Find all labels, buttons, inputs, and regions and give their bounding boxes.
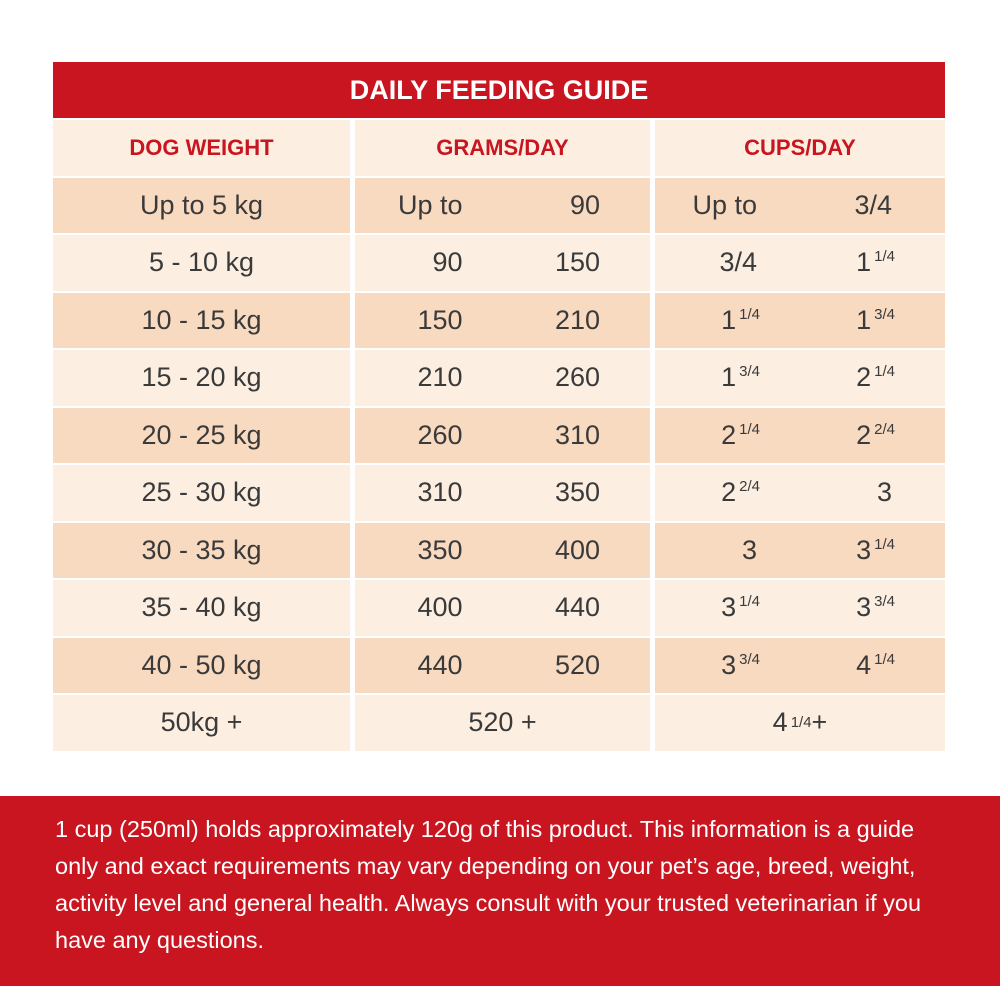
table-title: DAILY FEEDING GUIDE [53,62,945,118]
cups-from: 3/4 [719,247,757,278]
table-row: 20 - 25 kg 260 310 2 1/4 2 2/4 [53,405,945,463]
cups-cell: 2 2/4 3 [655,463,945,521]
grams-to: 90 [569,189,600,220]
grams-cell: Up to 90 [355,175,655,233]
table-row: 35 - 40 kg 400 440 3 1/4 3 3/4 [53,578,945,636]
cups-cell: 1 3/4 2 1/4 [655,348,945,406]
grams-cell: 350 400 [355,520,655,578]
table-row: 40 - 50 kg 440 520 3 3/4 4 1/4 [53,635,945,693]
weight-cell: 20 - 25 kg [53,405,355,463]
cups-from: 3 3/4 [721,649,760,680]
cups-from: 2 1/4 [721,419,760,450]
column-header-dog-weight: DOG WEIGHT [53,118,355,176]
grams-from: 90 [432,247,463,278]
cups-to: 1 3/4 [856,304,895,335]
table-row-last: 50kg + 520 + 4 1/4 + [53,693,945,751]
cups-to: 3 3/4 [856,592,895,623]
grams-from: 440 [417,649,463,680]
weight-cell: 10 - 15 kg [53,290,355,348]
table-row: Up to 5 kg Up to 90 Up to 3/4 [53,175,945,233]
cups-to: 2 2/4 [856,419,895,450]
grams-from: 150 [417,304,463,335]
cups-to: 4 1/4 [856,649,895,680]
cups-cell: 3 1/4 3 3/4 [655,578,945,636]
grams-to: 260 [554,362,600,393]
grams-cell: 310 350 [355,463,655,521]
grams-cell: 520 + [355,693,655,751]
cups-to: 2 1/4 [856,362,895,393]
grams-from: 310 [417,477,463,508]
table-row: 25 - 30 kg 310 350 2 2/4 3 [53,463,945,521]
weight-cell: 50kg + [53,693,355,751]
grams-cell: 260 310 [355,405,655,463]
cups-from: 2 2/4 [721,477,760,508]
weight-cell: 25 - 30 kg [53,463,355,521]
grams-to: 210 [554,304,600,335]
cups-cell: 3 3/4 4 1/4 [655,635,945,693]
weight-cell: 35 - 40 kg [53,578,355,636]
cups-to: 3 [876,477,892,508]
cups-cell: 2 1/4 2 2/4 [655,405,945,463]
column-header-grams-per-day: GRAMS/DAY [355,118,655,176]
cups-cell: Up to 3/4 [655,175,945,233]
cups-from: 3 [741,534,757,565]
grams-cell: 210 260 [355,348,655,406]
cups-to: 3/4 [854,189,892,220]
cups-from: 3 1/4 [721,592,760,623]
cups-cell: 3 3 1/4 [655,520,945,578]
cups-to: 1 1/4 [856,247,895,278]
grams-from: Up to [397,189,463,220]
weight-cell: 15 - 20 kg [53,348,355,406]
weight-cell: Up to 5 kg [53,175,355,233]
grams-cell: 90 150 [355,233,655,291]
column-header-row: DOG WEIGHT GRAMS/DAY CUPS/DAY [53,118,945,176]
table-row: 30 - 35 kg 350 400 3 3 1/4 [53,520,945,578]
table-row: 10 - 15 kg 150 210 1 1/4 1 3/4 [53,290,945,348]
grams-to: 150 [554,247,600,278]
cups-cell: 1 1/4 1 3/4 [655,290,945,348]
cups-to: 3 1/4 [856,534,895,565]
table-row: 15 - 20 kg 210 260 1 3/4 2 1/4 [53,348,945,406]
cups-cell: 3/4 1 1/4 [655,233,945,291]
cups-from: 1 1/4 [721,304,760,335]
grams-to: 400 [554,534,600,565]
grams-from: 260 [417,419,463,450]
grams-from: 400 [417,592,463,623]
cups-from: Up to [692,189,757,220]
grams-cell: 400 440 [355,578,655,636]
grams-to: 440 [554,592,600,623]
grams-to: 520 [554,649,600,680]
weight-cell: 40 - 50 kg [53,635,355,693]
weight-cell: 5 - 10 kg [53,233,355,291]
disclaimer-text: 1 cup (250ml) holds approximately 120g o… [55,816,922,953]
grams-from: 350 [417,534,463,565]
grams-to: 350 [554,477,600,508]
grams-from: 210 [417,362,463,393]
grams-cell: 440 520 [355,635,655,693]
grams-cell: 150 210 [355,290,655,348]
cups-cell: 4 1/4 + [655,693,945,751]
disclaimer-footer: 1 cup (250ml) holds approximately 120g o… [0,796,1000,986]
weight-cell: 30 - 35 kg [53,520,355,578]
feeding-guide-table: DAILY FEEDING GUIDE DOG WEIGHT GRAMS/DAY… [53,62,945,751]
grams-to: 310 [554,419,600,450]
cups-from: 1 3/4 [721,362,760,393]
table-row: 5 - 10 kg 90 150 3/4 1 1/4 [53,233,945,291]
column-header-cups-per-day: CUPS/DAY [655,118,945,176]
